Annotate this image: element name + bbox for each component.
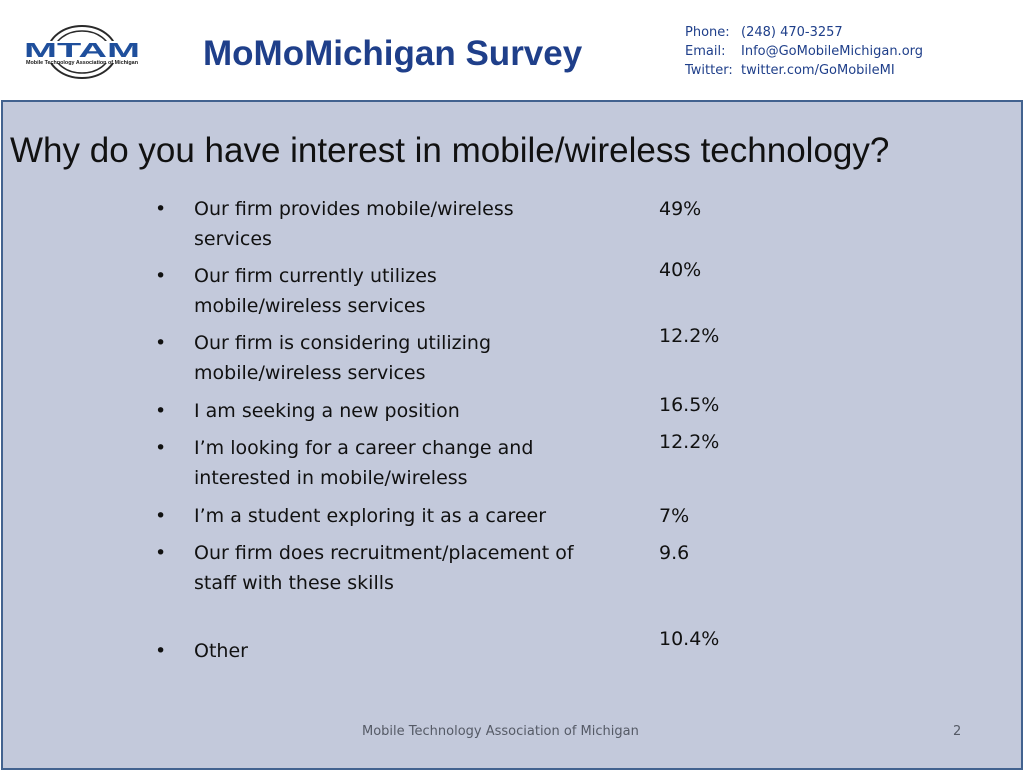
footer-text: Mobile Technology Association of Michiga… [362, 724, 639, 739]
response-percentage: 7% [659, 505, 690, 527]
slide-header: MTAM Mobile Technology Association of Mi… [0, 0, 1024, 100]
bullet: • [155, 400, 167, 422]
bullet: • [155, 640, 167, 662]
bullet: • [155, 437, 167, 459]
response-text: Our firm is considering utilizing mobile… [194, 332, 492, 384]
response-text: I am seeking a new position [194, 400, 460, 422]
response-percentage: 12.2% [659, 431, 720, 453]
bullet: • [155, 505, 167, 527]
survey-title: MoMoMichigan Survey [203, 34, 583, 73]
logo-text: MTAM [24, 40, 140, 62]
response-text: I’m looking for a career change and inte… [194, 437, 534, 489]
bullet: • [155, 265, 167, 287]
contact-label: Email: [685, 44, 726, 59]
mtam-logo: MTAM Mobile Technology Association of Mi… [22, 25, 142, 79]
logo-subtext: Mobile Technology Association of Michiga… [26, 60, 138, 66]
survey-question: Why do you have interest in mobile/wirel… [10, 131, 890, 170]
response-text: Other [194, 640, 248, 662]
response-text: Our firm does recruitment/placement of s… [194, 542, 574, 594]
contact-email: Email: Info@GoMobileMichigan.org [685, 42, 923, 61]
contact-phone: Phone: (248) 470-3257 [685, 23, 923, 42]
contact-label: Phone: [685, 25, 730, 40]
page-number: 2 [953, 724, 962, 739]
bullet: • [155, 332, 167, 354]
response-percentage: 12.2% [659, 325, 720, 347]
response-text: I’m a student exploring it as a career [194, 505, 547, 527]
contact-info: Phone: (248) 470-3257 Email: Info@GoMobile… [685, 23, 923, 80]
response-percentage: 49% [659, 198, 702, 220]
contact-value: Info@GoMobileMichigan.org [741, 44, 924, 59]
bullet: • [155, 542, 167, 564]
response-text: Our firm provides mobile/wireless servic… [194, 198, 514, 250]
bullet: • [155, 198, 167, 220]
response-percentage: 16.5% [659, 394, 720, 416]
contact-value: (248) 470-3257 [741, 25, 843, 40]
contact-twitter: Twitter: twitter.com/GoMobileMI [685, 61, 923, 80]
content-panel [1, 100, 1023, 770]
contact-value: twitter.com/GoMobileMI [741, 63, 895, 78]
response-percentage: 9.6 [659, 542, 690, 564]
response-percentage: 10.4% [659, 628, 720, 650]
response-text: Our firm currently utilizes mobile/wirel… [194, 265, 437, 317]
contact-label: Twitter: [685, 63, 733, 78]
response-percentage: 40% [659, 259, 702, 281]
